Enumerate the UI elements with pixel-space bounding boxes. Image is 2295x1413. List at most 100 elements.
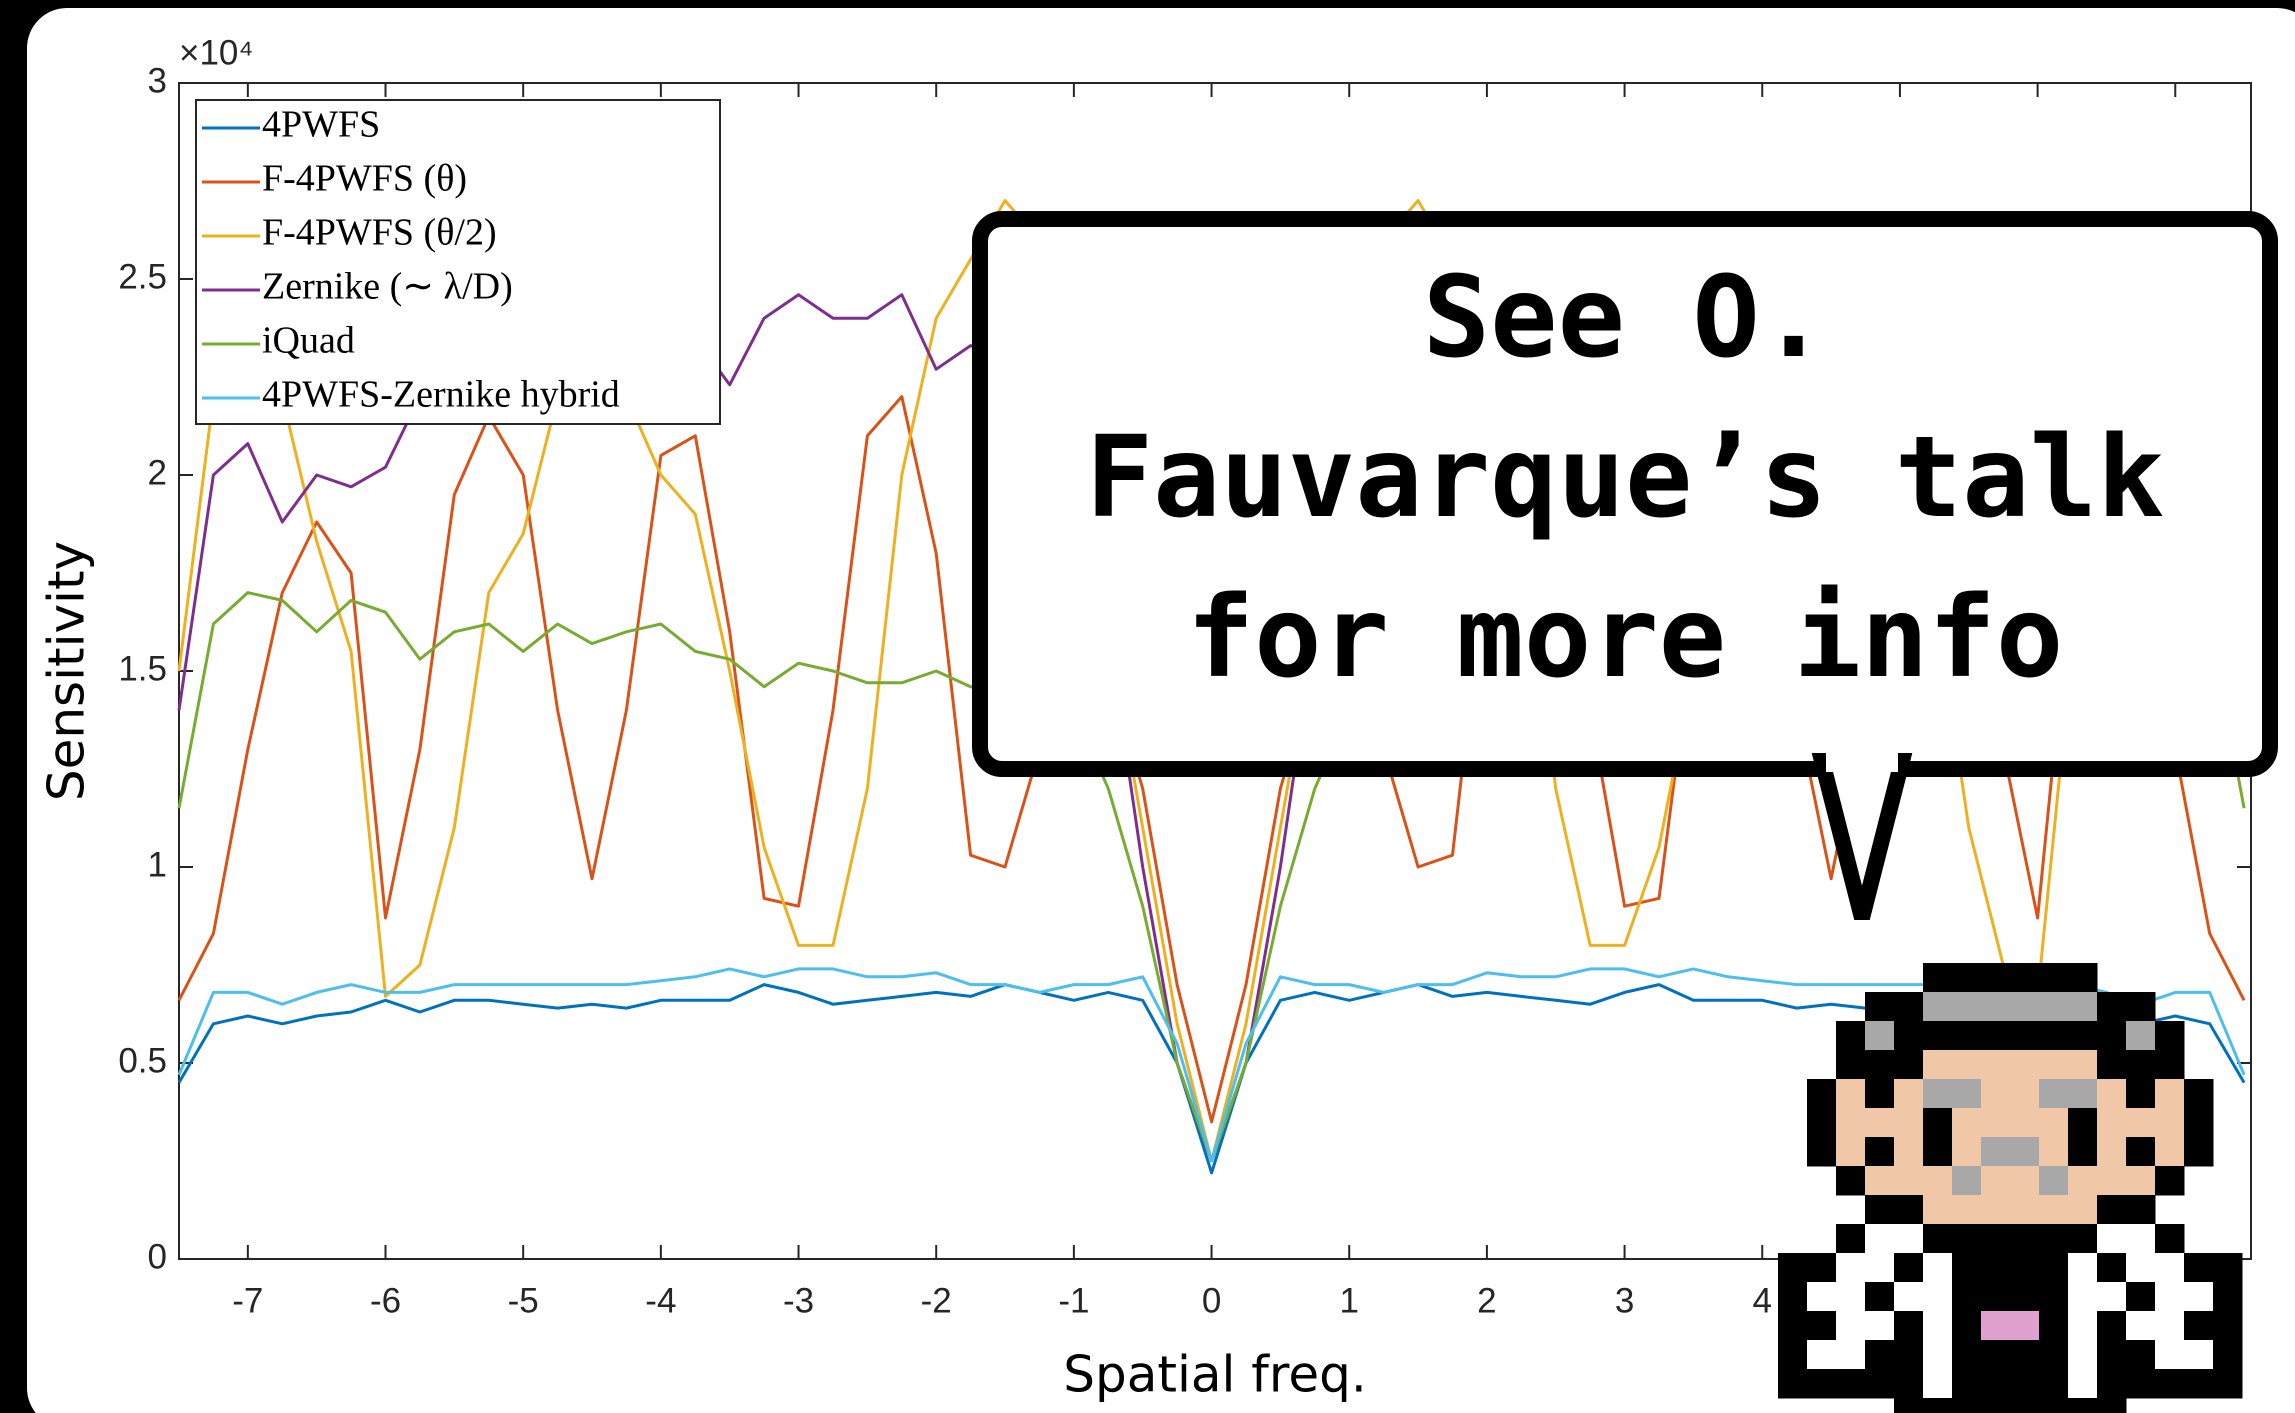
sprite-pixel [2097, 1050, 2127, 1080]
sprite-pixel [1952, 1050, 1982, 1080]
sprite-pixel [2010, 1079, 2040, 1109]
sprite-pixel [1865, 1253, 1895, 1283]
sprite-pixel [2039, 1137, 2069, 1167]
sprite-pixel [2068, 1166, 2098, 1196]
sprite-pixel [1894, 1050, 1924, 1080]
sprite-pixel [2126, 1369, 2156, 1399]
sprite-pixel [1807, 1137, 1837, 1167]
sprite-pixel [2068, 963, 2098, 993]
sprite-pixel [2010, 992, 2040, 1022]
sprite-pixel [1923, 1224, 1953, 1254]
sprite-pixel [2126, 1021, 2156, 1051]
sprite-pixel [2010, 1224, 2040, 1254]
x-tick-label: -3 [783, 1281, 814, 1320]
sprite-pixel [2213, 1282, 2243, 1312]
x-tick-label: -6 [370, 1281, 401, 1320]
sprite-pixel [2097, 1340, 2127, 1370]
sprite-pixel [1894, 1253, 1924, 1283]
x-tick-label: -1 [1058, 1281, 1089, 1320]
sprite-pixel [2126, 1282, 2156, 1312]
sprite-pixel [2039, 1369, 2069, 1399]
sprite-pixel [1923, 1340, 1953, 1370]
sprite-pixel [1778, 1282, 1808, 1312]
sprite-pixel [1981, 1108, 2011, 1138]
sprite-pixel [2097, 1224, 2127, 1254]
sprite-pixel [1952, 1282, 1982, 1312]
sprite-pixel [1981, 1282, 2011, 1312]
x-tick-label: -4 [645, 1281, 676, 1320]
sprite-pixel [2010, 1137, 2040, 1167]
sprite-pixel [1981, 1369, 2011, 1399]
sprite-pixel [2155, 1021, 2185, 1051]
sprite-pixel [1836, 1079, 1866, 1109]
legend: 4PWFS F-4PWFS (θ) F-4PWFS (θ/2) Zernike (∼ … [195, 99, 721, 425]
sprite-pixel [1807, 1079, 1837, 1109]
sprite-pixel [1778, 1311, 1808, 1341]
legend-label: iQuad [262, 320, 355, 362]
sprite-pixel [1952, 1079, 1982, 1109]
sprite-pixel [2068, 1369, 2098, 1399]
sprite-pixel [1894, 1311, 1924, 1341]
sprite-pixel [1981, 1021, 2011, 1051]
y-axis-label: Sensitivity [38, 541, 96, 801]
sprite-pixel [2155, 1224, 2185, 1254]
legend-label: 4PWFS [262, 104, 380, 146]
sprite-pixel [1865, 1021, 1895, 1051]
x-axis-label: Spatial freq. [1063, 1346, 1367, 1404]
sprite-pixel [2039, 1050, 2069, 1080]
sprite-pixel [2155, 1108, 2185, 1138]
sprite-pixel [1778, 1369, 1808, 1399]
sprite-pixel [2068, 1311, 2098, 1341]
sprite-pixel [2184, 1108, 2214, 1138]
sprite-pixel [2010, 963, 2040, 993]
sprite-pixel [1894, 992, 1924, 1022]
bubble-text: for more info [1187, 573, 2064, 703]
sprite-pixel [1778, 1253, 1808, 1283]
sprite-pixel [2184, 1340, 2214, 1370]
sprite-pixel [2126, 1137, 2156, 1167]
sprite-pixel [1923, 1079, 1953, 1109]
sprite-pixel [2097, 1166, 2127, 1196]
sprite-pixel [2097, 1398, 2127, 1413]
y-tick-label: 1.5 [118, 649, 167, 688]
sprite-pixel [2010, 1311, 2040, 1341]
sprite-pixel [2097, 1195, 2127, 1225]
sprite-pixel [2068, 1079, 2098, 1109]
sprite-pixel [1836, 1166, 1866, 1196]
sprite-pixel [2039, 1079, 2069, 1109]
sprite-pixel [1923, 1021, 1953, 1051]
sprite-pixel [1865, 1166, 1895, 1196]
sprite-pixel [1923, 1369, 1953, 1399]
sprite-pixel [1865, 992, 1895, 1022]
sprite-pixel [1923, 1253, 1953, 1283]
sprite-pixel [2213, 1253, 2243, 1283]
sprite-pixel [2155, 1050, 2185, 1080]
x-tick-label: 1 [1339, 1281, 1358, 1320]
legend-label: F-4PWFS (θ/2) [262, 212, 497, 254]
sprite-pixel [2068, 1195, 2098, 1225]
y-tick-label: 0.5 [118, 1041, 167, 1080]
sprite-pixel [1923, 1137, 1953, 1167]
sprite-pixel [2068, 1253, 2098, 1283]
sprite-pixel [1836, 1137, 1866, 1167]
sprite-pixel [2126, 1050, 2156, 1080]
pixel-character [1778, 963, 2243, 1413]
sprite-pixel [1807, 1253, 1837, 1283]
sprite-pixel [2184, 1253, 2214, 1283]
sprite-pixel [2126, 1340, 2156, 1370]
sprite-pixel [1952, 1253, 1982, 1283]
sprite-pixel [1923, 1166, 1953, 1196]
x-tick-label: 4 [1753, 1281, 1772, 1320]
sprite-pixel [1981, 1253, 2011, 1283]
bubble-box [972, 211, 2278, 777]
sprite-pixel [2039, 1108, 2069, 1138]
sprite-pixel [1981, 992, 2011, 1022]
sprite-pixel [1952, 1021, 1982, 1051]
sprite-pixel [2155, 1282, 2185, 1312]
sprite-pixel [2010, 1282, 2040, 1312]
sprite-pixel [2097, 1282, 2127, 1312]
sprite-pixel [2097, 1021, 2127, 1051]
sprite-pixel [1923, 1398, 1953, 1413]
sprite-pixel [1981, 1050, 2011, 1080]
